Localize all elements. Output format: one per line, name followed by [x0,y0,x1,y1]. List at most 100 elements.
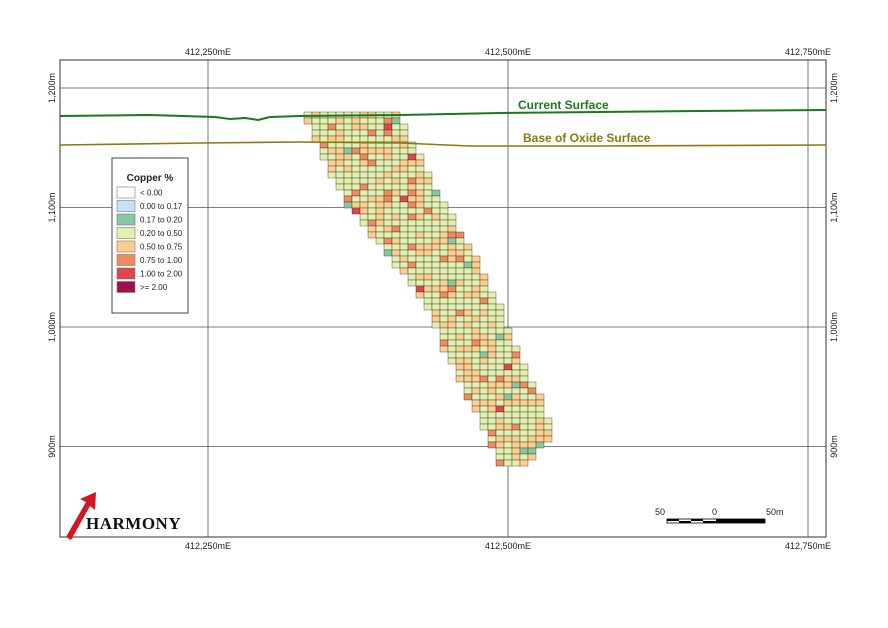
block-cell [519,381,529,389]
block-cell [415,243,425,251]
block-cell [495,327,505,335]
block-cell [367,165,377,173]
elevation-label: 1,000m [829,312,839,342]
block-cell [383,177,393,185]
block-cell [391,183,401,191]
block-cell [383,135,393,143]
elevation-label: 1,200m [829,73,839,103]
block-cell [351,201,361,209]
block-cell [439,279,449,287]
block-cell [455,267,465,275]
block-cell [359,147,369,155]
block-cell [495,417,505,425]
block-cell [343,189,353,197]
block-cell [407,201,417,209]
block-cell [439,249,449,257]
block-cell [383,219,393,227]
block-cell [447,243,457,251]
block-cell [335,129,345,137]
block-cell [439,255,449,263]
block-cell [383,171,393,179]
legend-swatch [116,267,136,280]
block-cell [503,447,513,455]
block-cell [407,171,417,179]
block-cell [431,219,441,227]
block-cell [487,339,497,347]
block-cell [375,231,385,239]
block-cell [359,129,369,137]
block-cell [359,219,369,227]
block-cell [359,195,369,203]
block-cell [479,369,489,377]
easting-label: 412,500mE [485,541,531,551]
block-cell [335,165,345,173]
logo-arrow [66,492,96,540]
block-cell [471,303,481,311]
block-cell [455,291,465,299]
block-cell [447,357,457,365]
block-cell [399,219,409,227]
block-cell [423,195,433,203]
block-cell [407,255,417,263]
block-cell [455,297,465,305]
block-cell [495,399,505,407]
block-cell [319,147,329,155]
block-cell [367,207,377,215]
block-cell [375,219,385,227]
block-cell [511,441,521,449]
elevation-label: 1,100m [829,192,839,222]
block-cell [423,201,433,209]
block-cell [375,177,385,185]
block-cell [543,429,553,437]
block-cell [351,153,361,161]
block-cell [415,189,425,197]
block-cell [479,417,489,425]
block-cell [511,399,521,407]
surface-label: Base of Oxide Surface [523,131,651,145]
block-cell [447,249,457,257]
block-cell [383,207,393,215]
block-cell [495,447,505,455]
block-cell [399,225,409,233]
block-cell [391,147,401,155]
block-cell [463,267,473,275]
block-cell [487,315,497,323]
block-cell [367,177,377,185]
block-cell [335,171,345,179]
block-cell [351,195,361,203]
block-cell [479,381,489,389]
block-cell [375,159,385,167]
block-cell [479,387,489,395]
block-cell [431,237,441,245]
block-cell [423,297,433,305]
block-cell [471,309,481,317]
block-cell [519,435,529,443]
block-cell [447,345,457,353]
block-cell [407,231,417,239]
block-cell [495,423,505,431]
block-cell [367,201,377,209]
block-cell [519,387,529,395]
block-cell [455,351,465,359]
block-cell [471,255,481,263]
block-cell [471,381,481,389]
block-cell [319,135,329,143]
block-cell [367,189,377,197]
block-cell [479,411,489,419]
block-cell [375,213,385,221]
block-cell [495,321,505,329]
block-cell [391,177,401,185]
block-cell [423,171,433,179]
legend-swatch [116,227,136,239]
block-cell [423,231,433,239]
block-cell [471,315,481,323]
block-cell [439,243,449,251]
block-cell [415,279,425,287]
block-cell [423,219,433,227]
block-cell [487,369,497,377]
block-cell [423,243,433,251]
block-cell [487,429,497,437]
block-cell [367,171,377,179]
block-cell [455,273,465,281]
